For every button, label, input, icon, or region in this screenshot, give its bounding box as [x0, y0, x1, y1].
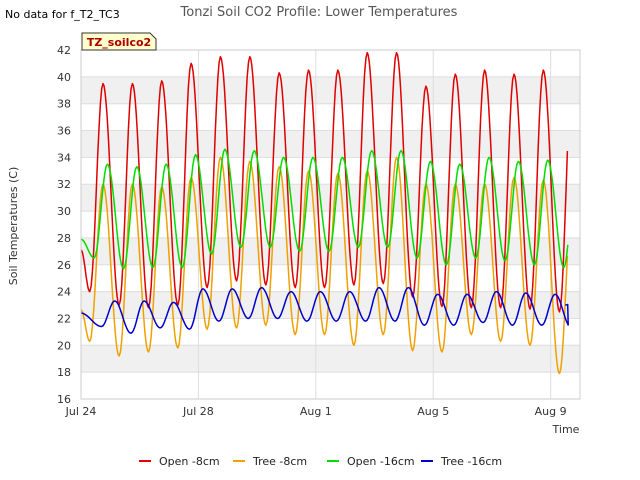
legend-label: Open -16cm [347, 455, 415, 468]
plot-area [81, 50, 580, 399]
y-tick-label: 32 [57, 178, 71, 191]
x-tick-label: Aug 9 [535, 405, 567, 418]
y-axis-ticks: 16 18 20 22 24 26 28 30 32 34 36 38 40 42 [57, 44, 71, 406]
band [81, 130, 580, 158]
band [81, 345, 580, 373]
series-line-1 [80, 156, 569, 375]
badge: TZ_soilco2 [81, 32, 157, 51]
y-tick-label: 16 [57, 393, 71, 406]
legend-label: Tree -8cm [252, 455, 307, 468]
y-tick-label: 36 [57, 125, 71, 138]
y-tick-label: 20 [57, 339, 71, 352]
chart-title: Tonzi Soil CO2 Profile: Lower Temperatur… [180, 5, 458, 20]
legend: Open -8cm Tree -8cm Open -16cm Tree -16cm [139, 455, 502, 468]
x-tick-label: Jul 24 [65, 405, 97, 418]
no-data-note: No data for f_T2_TC3 [5, 8, 120, 21]
x-tick-label: Aug 5 [417, 405, 449, 418]
band [81, 76, 580, 104]
legend-label: Open -8cm [159, 455, 220, 468]
y-tick-label: 24 [57, 286, 71, 299]
series-line-2 [80, 148, 569, 270]
plot-frame [80, 49, 581, 400]
x-axis-ticks: Jul 24 Jul 28 Aug 1 Aug 5 Aug 9 [65, 405, 567, 418]
badge-shape [81, 32, 157, 51]
series-layer [80, 51, 569, 375]
y-tick-label: 22 [57, 312, 71, 325]
y-tick-label: 30 [57, 205, 71, 218]
badge-text: TZ_soilco2 [87, 36, 151, 49]
x-axis-label: Time [552, 423, 580, 436]
legend-label: Tree -16cm [440, 455, 502, 468]
plot-background [81, 50, 580, 399]
y-tick-label: 38 [57, 98, 71, 111]
y-tick-label: 42 [57, 44, 71, 57]
y-tick-label: 18 [57, 366, 71, 379]
y-tick-label: 28 [57, 232, 71, 245]
x-tick-label: Jul 28 [182, 405, 214, 418]
y-tick-label: 40 [57, 71, 71, 84]
y-tick-label: 26 [57, 259, 71, 272]
y-axis-label: Soil Temperatures (C) [7, 167, 20, 286]
series-line-3 [80, 286, 569, 334]
series-line-0 [80, 51, 569, 313]
y-tick-label: 34 [57, 151, 71, 164]
x-tick-label: Aug 1 [300, 405, 332, 418]
